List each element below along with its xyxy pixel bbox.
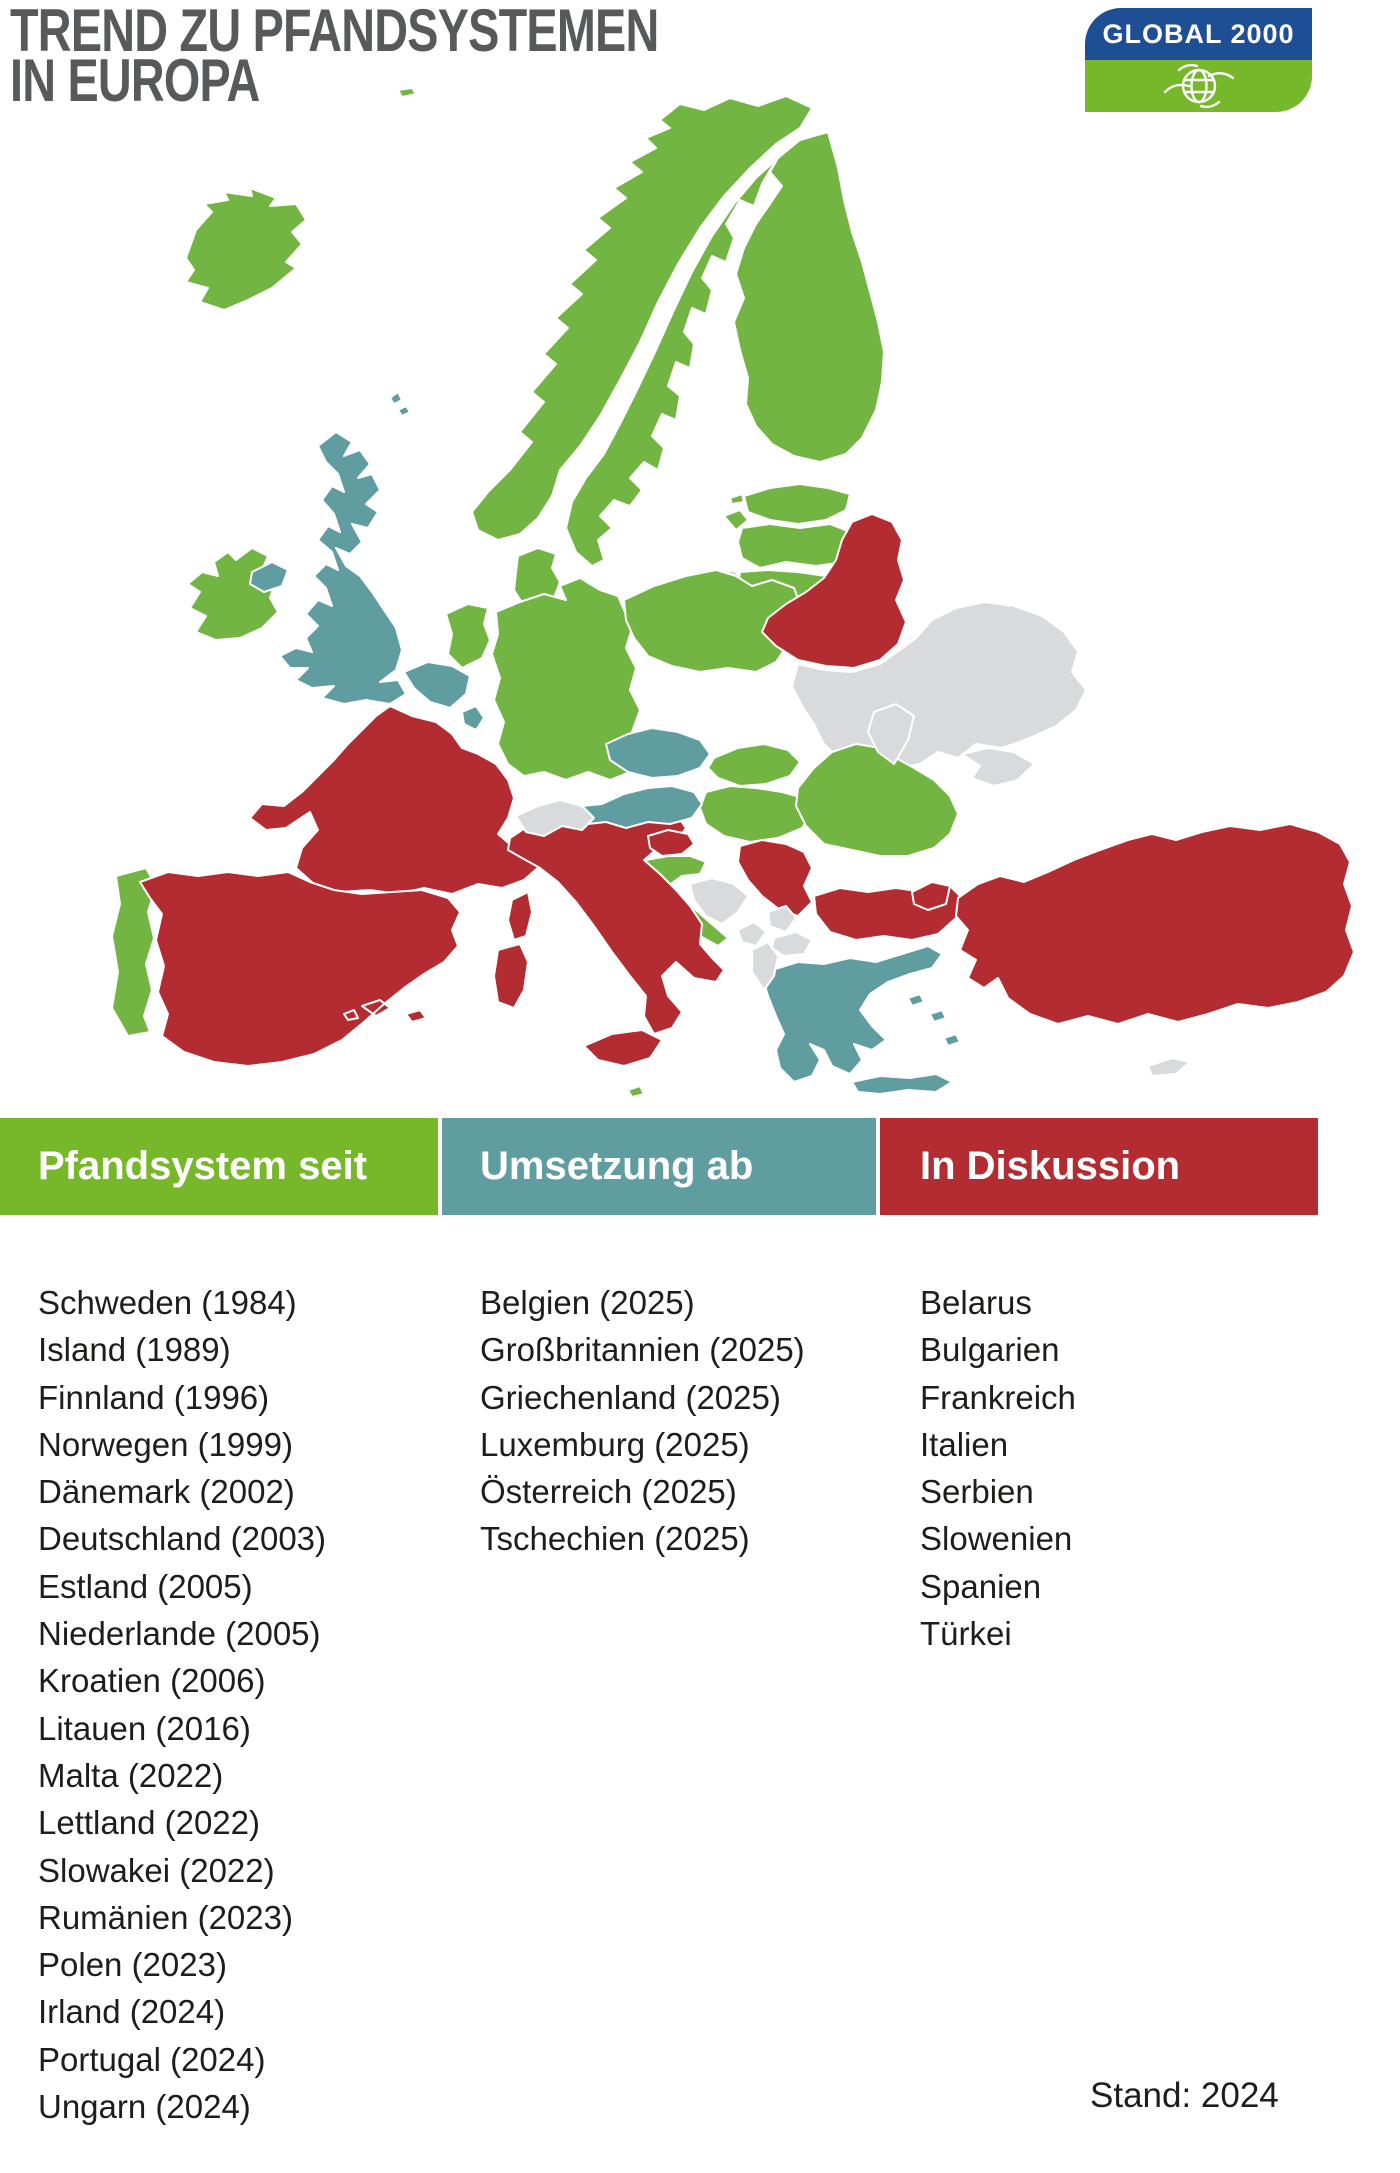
list-item: Norwegen (1999)	[38, 1425, 293, 1463]
globe-wireframe-icon	[1163, 63, 1234, 109]
list-item: Belgien (2025)	[480, 1284, 695, 1321]
country-nordmazedonien	[771, 931, 813, 957]
list-item: Slowakei (2022)	[38, 1851, 275, 1889]
list-item: Irland (2024)	[38, 1993, 226, 2031]
legend-header-pfandsystem: Pfandsystem seit	[0, 1118, 438, 1215]
country-belarus	[761, 513, 907, 669]
list-item: Estland (2005)	[38, 1567, 253, 1605]
global-2000-logo: GLOBAL 2000	[1085, 8, 1312, 112]
list-item: Kroatien (2006)	[38, 1662, 266, 1700]
country-montenegro	[737, 921, 767, 947]
list-item: Frankreich	[920, 1378, 1076, 1416]
country-slowakei	[707, 743, 801, 787]
country-faeroeer	[397, 87, 417, 98]
country-belgien	[403, 661, 471, 709]
list-item: Rumänien (2023)	[38, 1898, 293, 1936]
list-item: Spanien	[920, 1567, 1042, 1605]
legend-header-label: Pfandsystem seit	[38, 1144, 368, 1188]
list-item: Portugal (2024)	[38, 2040, 266, 2078]
country-irland	[187, 547, 279, 641]
country-luxemburg	[461, 705, 485, 731]
list-item: Litauen (2016)	[38, 1709, 251, 1747]
data-status-note: Stand: 2024	[1090, 2076, 1279, 2115]
country-island	[185, 187, 307, 311]
legend-header-label: Umsetzung ab	[480, 1144, 754, 1188]
country-ungarn	[699, 785, 813, 843]
list-item: Polen (2023)	[38, 1946, 227, 1984]
list-item: Island (1989)	[38, 1331, 231, 1369]
list-item: Bulgarien	[920, 1331, 1060, 1369]
logo-text: GLOBAL 2000	[1102, 18, 1295, 49]
country-albanien	[751, 941, 779, 991]
legend-header-diskussion: In Diskussion	[880, 1118, 1318, 1215]
country-tuerkei	[911, 823, 1355, 1025]
country-oesterreich	[563, 785, 703, 829]
country-estland	[723, 483, 851, 531]
country-ukraine	[791, 601, 1087, 787]
list-item: Lettland (2022)	[38, 1804, 260, 1842]
country-tschechien	[605, 727, 711, 779]
list-item: Belarus	[920, 1284, 1032, 1321]
legend-header-label: In Diskussion	[920, 1144, 1181, 1188]
country-niederlande	[445, 603, 491, 669]
list-item: Luxemburg (2025)	[480, 1425, 750, 1463]
logo-green-band	[1085, 60, 1312, 112]
country-grossbritannien	[249, 391, 411, 705]
legend-header-umsetzung: Umsetzung ab	[442, 1118, 876, 1215]
list-item: Griechenland (2025)	[480, 1378, 781, 1416]
country-list-umsetzung: Belgien (2025) Großbritannien (2025) Griec…	[480, 1279, 805, 1563]
list-item: Serbien	[920, 1473, 1034, 1511]
list-item: Ungarn (2024)	[38, 2088, 251, 2126]
country-griechenland	[763, 945, 961, 1095]
list-item: Finnland (1996)	[38, 1378, 270, 1416]
country-slowenien	[647, 829, 695, 857]
country-rumaenien	[795, 743, 959, 857]
logo-blue-band: GLOBAL 2000	[1085, 8, 1312, 60]
country-kosovo	[767, 905, 797, 933]
list-item: Türkei	[920, 1615, 1012, 1653]
country-list-pfandsystem: Schweden (1984) Island (1989) Finnland (19…	[38, 1279, 326, 2130]
list-item: Slowenien	[920, 1520, 1073, 1558]
list-item: Dänemark (2002)	[38, 1473, 295, 1511]
list-item: Italien	[920, 1425, 1009, 1463]
country-bosnien	[689, 877, 749, 925]
country-malta	[627, 1085, 645, 1098]
list-item: Österreich (2025)	[480, 1473, 737, 1511]
list-item: Deutschland (2003)	[38, 1520, 327, 1558]
title-line-1: TREND ZU PFANDSYSTEMEN	[10, 0, 659, 64]
list-item: Malta (2022)	[38, 1756, 224, 1794]
country-zypern	[1147, 1057, 1191, 1077]
country-frankreich	[249, 705, 541, 941]
list-item: Schweden (1984)	[38, 1284, 297, 1321]
list-item: Tschechien (2025)	[480, 1520, 750, 1558]
country-moldau	[867, 703, 915, 765]
country-spanien	[139, 871, 461, 1067]
list-item: Großbritannien (2025)	[480, 1331, 805, 1369]
europe-deposit-map	[111, 87, 1355, 1098]
country-list-diskussion: Belarus Bulgarien Frankreich Italien Serbien…	[920, 1279, 1076, 1657]
country-serbien	[737, 839, 813, 917]
title-line-2: IN EUROPA	[10, 47, 260, 114]
country-schweiz	[515, 799, 595, 837]
country-finnland	[733, 131, 885, 463]
list-item: Niederlande (2005)	[38, 1615, 321, 1653]
page-title: TREND ZU PFANDSYSTEMEN IN EUROPA	[10, 0, 841, 114]
country-norwegen	[471, 95, 813, 541]
